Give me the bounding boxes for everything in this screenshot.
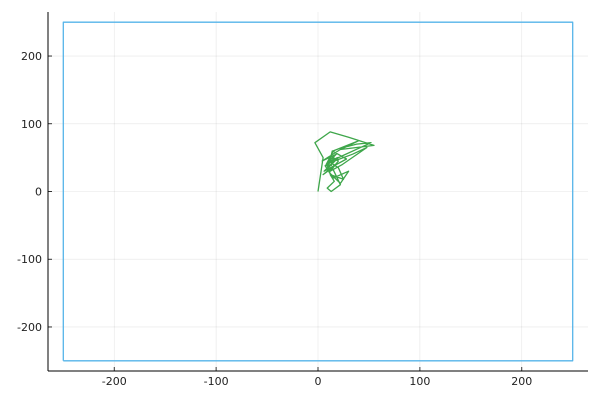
tick-labels: -200 -100 0 100 200 -200 -100 0 100 200 [17,50,532,388]
y-tick-label: 0 [35,186,42,199]
x-tick-label: 200 [511,375,532,388]
x-tick-label: -100 [204,375,229,388]
x-tick-label: 100 [409,375,430,388]
y-tick-label: -100 [17,253,42,266]
plot-area [62,21,574,362]
x-tick-label: 0 [315,375,322,388]
grid [48,12,588,371]
y-tick-label: -200 [17,321,42,334]
x-tick-label: -200 [102,375,127,388]
boundary-series-line [62,21,574,362]
y-tick-label: 200 [21,50,42,63]
axes [47,12,588,372]
y-tick-label: 100 [21,118,42,131]
path-series-line [314,131,375,193]
